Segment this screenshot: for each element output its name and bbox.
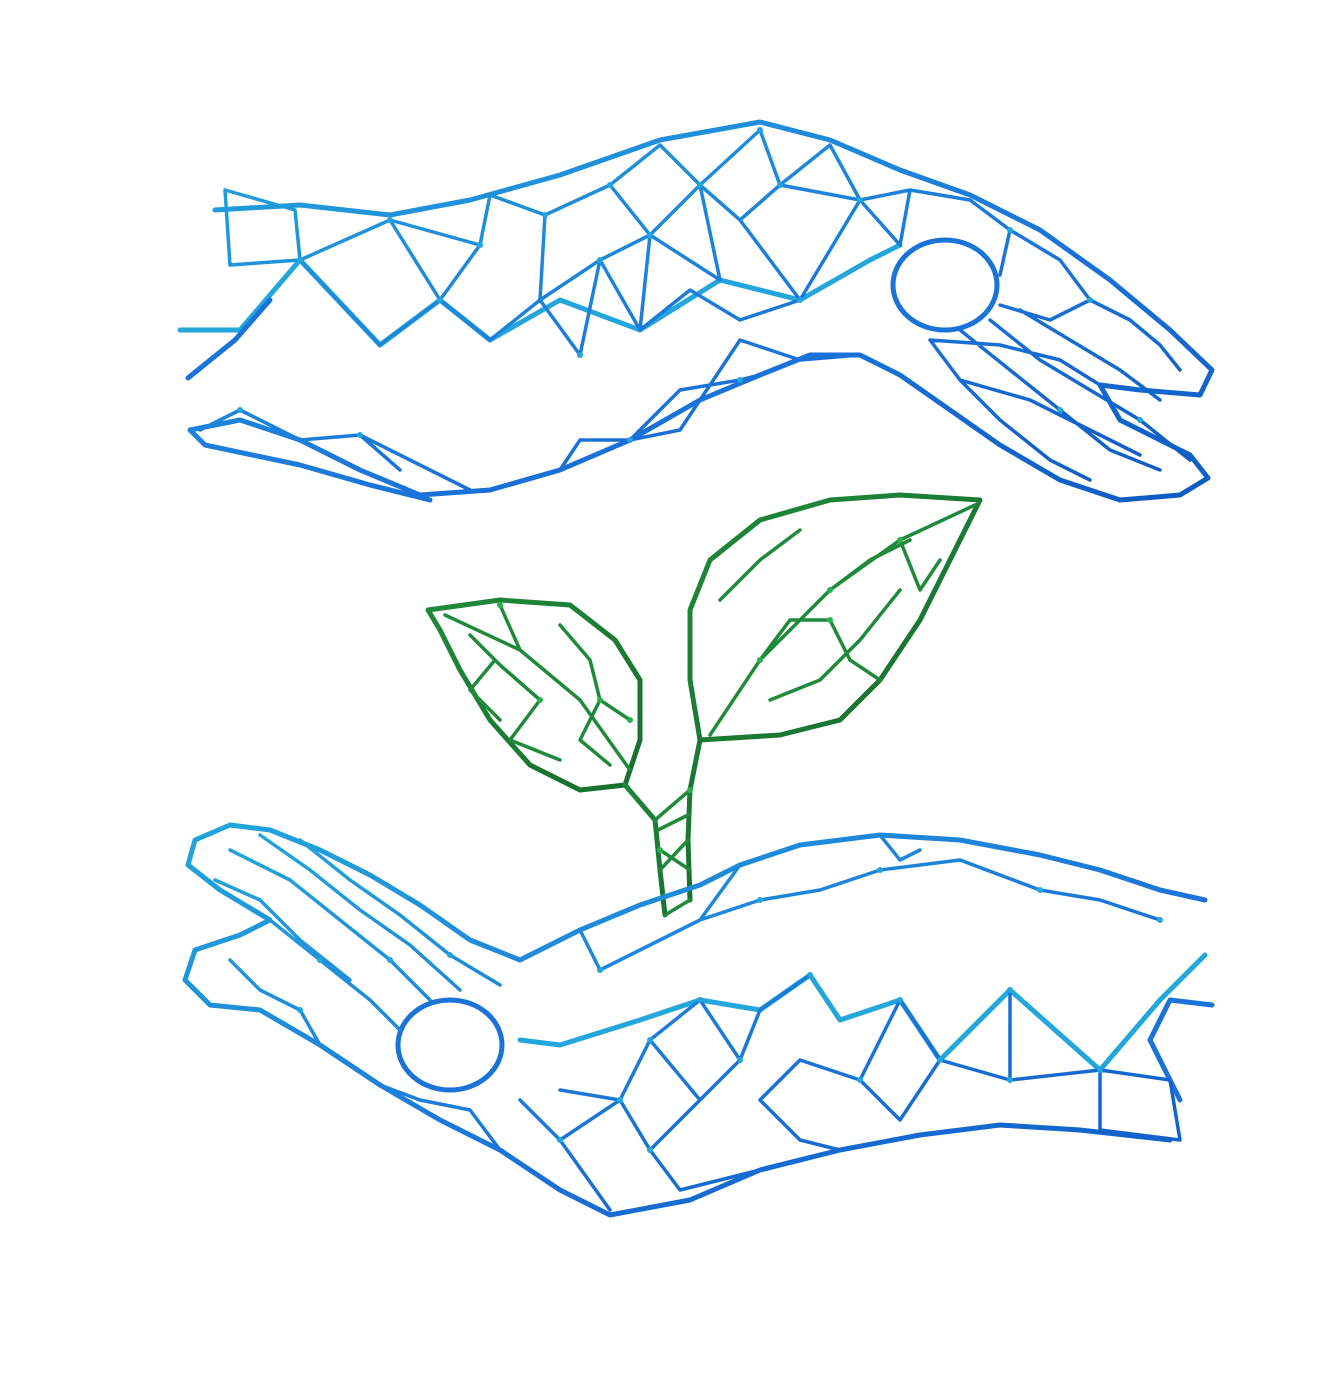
seedling-stem-mesh — [653, 788, 692, 917]
top-hand-icon — [177, 119, 1215, 503]
top-hand-wrist-line — [185, 297, 273, 381]
top-hand-nodes — [237, 127, 1143, 443]
right-leaf-outline — [687, 492, 983, 743]
seedling-icon — [425, 492, 983, 918]
left-leaf-veins — [443, 603, 632, 772]
bottom-hand-wrist-line — [1147, 997, 1215, 1103]
top-hand-outline — [187, 119, 1215, 503]
bottom-hand-thumb-joint — [395, 997, 505, 1093]
right-leaf-veins — [708, 503, 977, 737]
top-hand-mesh — [198, 128, 1192, 492]
bottom-hand-outline — [182, 822, 1208, 1218]
bottom-hand-arm-edge — [517, 952, 1208, 1073]
top-hand-arm-edge — [177, 242, 903, 348]
bottom-hand-icon — [182, 822, 1215, 1218]
seedling-nodes — [497, 537, 903, 853]
top-hand-thumb-joint — [890, 237, 1000, 333]
bottom-hand-mesh — [213, 833, 1182, 1212]
bottom-hand-nodes — [297, 867, 1163, 1153]
